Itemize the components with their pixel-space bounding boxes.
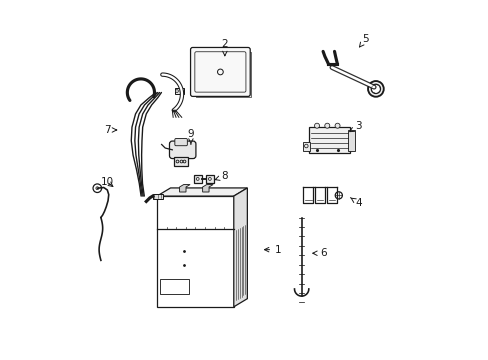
Polygon shape (233, 188, 247, 307)
Text: 8: 8 (215, 171, 228, 181)
Bar (205, 175, 213, 183)
Circle shape (314, 123, 319, 128)
Bar (303, 141, 309, 150)
Circle shape (324, 123, 329, 128)
FancyBboxPatch shape (175, 139, 187, 146)
Bar (160, 279, 189, 293)
FancyBboxPatch shape (169, 141, 196, 158)
Polygon shape (202, 185, 213, 192)
Bar (193, 175, 201, 183)
Text: 7: 7 (103, 125, 116, 135)
Text: 6: 6 (312, 248, 325, 258)
Polygon shape (179, 185, 190, 192)
Circle shape (370, 84, 380, 94)
Bar (175, 88, 183, 94)
Polygon shape (195, 53, 250, 97)
Text: 3: 3 (349, 121, 362, 132)
Bar (308, 127, 349, 153)
Text: 10: 10 (100, 177, 113, 187)
Circle shape (367, 81, 383, 97)
Bar (347, 130, 354, 150)
Bar (174, 157, 187, 166)
Bar (152, 194, 163, 199)
Polygon shape (157, 188, 247, 196)
Text: 9: 9 (187, 129, 194, 144)
FancyBboxPatch shape (190, 48, 250, 96)
Text: 2: 2 (221, 39, 228, 56)
Circle shape (175, 90, 178, 93)
Text: 5: 5 (359, 34, 368, 47)
Circle shape (334, 123, 339, 128)
Text: 4: 4 (350, 198, 362, 208)
Text: 1: 1 (264, 245, 281, 255)
Circle shape (180, 90, 183, 93)
